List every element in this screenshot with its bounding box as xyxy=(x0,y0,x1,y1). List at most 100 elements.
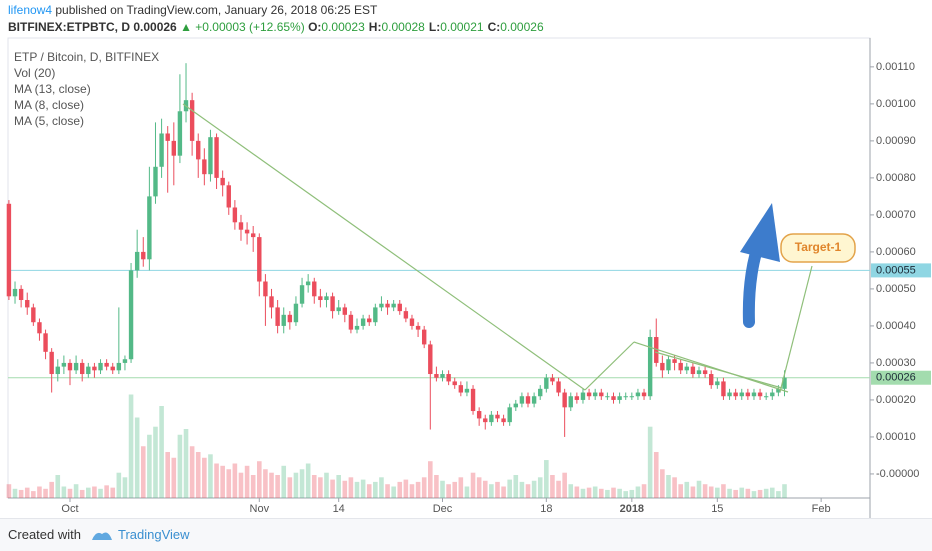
candle-body xyxy=(702,370,708,375)
volume-bar xyxy=(617,488,622,498)
candle-body xyxy=(336,307,341,312)
volume-bar xyxy=(275,475,280,498)
candle-body xyxy=(586,392,592,397)
candle-body xyxy=(159,133,164,167)
callout-text: Target-1 xyxy=(795,240,842,254)
y-tick-label: 0.00060 xyxy=(876,246,916,258)
y-tick-label: 0.00110 xyxy=(876,61,915,73)
candle-body xyxy=(550,377,555,382)
candle-body xyxy=(733,392,738,397)
volume-bar xyxy=(452,481,458,498)
candle-body xyxy=(116,362,122,371)
candle-body xyxy=(415,325,421,330)
volume-bar xyxy=(672,477,677,498)
volume-bar xyxy=(354,481,360,498)
candle-body xyxy=(666,359,671,371)
volume-bar xyxy=(660,469,665,498)
y-tick-label: 0.00030 xyxy=(876,357,916,369)
volume-bar xyxy=(12,488,18,498)
candle-body xyxy=(525,396,531,404)
author[interactable]: lifenow4 xyxy=(8,3,53,17)
candle-body xyxy=(122,359,128,363)
candle-body xyxy=(324,296,329,301)
volume-bar xyxy=(116,472,122,498)
volume-bar xyxy=(739,487,745,498)
candle-body xyxy=(574,396,580,400)
candle-body xyxy=(562,392,567,408)
y-tick-label: 0.00050 xyxy=(876,283,916,295)
x-tick-label: Oct xyxy=(61,503,78,515)
x-tick-label: 14 xyxy=(333,503,345,515)
volume-bar xyxy=(159,406,164,498)
volume-bar xyxy=(104,485,109,498)
volume-bar xyxy=(220,465,225,498)
volume-bar xyxy=(556,480,561,498)
candle-body xyxy=(12,288,18,297)
last-price: 0.00026 xyxy=(133,20,177,34)
created-with: Created with xyxy=(8,527,81,542)
candle-body xyxy=(275,307,280,326)
candle-body xyxy=(647,337,653,397)
candle-body xyxy=(440,374,445,378)
y-tick-label: 0.00040 xyxy=(876,320,916,332)
candle-body xyxy=(92,366,97,371)
volume-bar xyxy=(605,489,610,498)
candle-body xyxy=(544,377,549,389)
candle-body xyxy=(110,366,115,371)
candle-body xyxy=(611,396,616,400)
volume-bar xyxy=(183,429,189,498)
candle-body xyxy=(476,411,482,419)
chart-title: ETP / Bitcoin, D, BITFINEX xyxy=(14,50,160,64)
volume-bar xyxy=(324,472,329,498)
footer: Created with TradingView xyxy=(0,518,932,551)
volume-bar xyxy=(434,475,439,498)
volume-bar xyxy=(464,486,470,498)
candle-body xyxy=(428,344,433,375)
x-tick-label: 15 xyxy=(711,503,723,515)
volume-bar xyxy=(232,463,238,498)
candle-body xyxy=(556,381,561,393)
candle-body xyxy=(281,314,286,326)
candle-body xyxy=(489,414,494,423)
candle-body xyxy=(257,237,262,282)
candle-body xyxy=(226,185,231,208)
candle-body xyxy=(507,407,512,423)
volume-bar xyxy=(67,488,73,498)
volume-bar xyxy=(446,484,451,498)
volume-bar xyxy=(177,434,183,498)
candle-body xyxy=(721,381,726,397)
candle-body xyxy=(531,396,537,404)
volume-bar xyxy=(293,472,299,498)
candle-body xyxy=(495,414,500,419)
volume-bar xyxy=(537,477,543,498)
drawings xyxy=(182,103,813,393)
volume-bar xyxy=(311,475,317,498)
logo-shape xyxy=(92,532,112,540)
volume-bar xyxy=(653,452,659,498)
trend-line xyxy=(654,351,783,389)
candle-body xyxy=(293,303,299,323)
volume-bar xyxy=(409,484,415,498)
candle-body xyxy=(580,392,586,400)
indicator: MA (5, close) xyxy=(14,114,85,128)
volume-bar xyxy=(122,477,128,498)
volume-bar xyxy=(751,491,757,498)
candle-body xyxy=(37,322,42,334)
brand[interactable]: TradingView xyxy=(118,527,190,542)
volume-bar xyxy=(519,481,525,498)
volume-bar xyxy=(37,486,42,498)
candle-body xyxy=(18,288,24,301)
candle-body xyxy=(134,251,140,271)
candle-body xyxy=(434,374,439,378)
x-tick-label: 2018 xyxy=(620,503,644,515)
volume-bar xyxy=(226,469,232,498)
volume-bar xyxy=(73,484,79,498)
volume-bar xyxy=(250,475,256,498)
y-tick-label: 0.00010 xyxy=(876,431,916,443)
volume-bar xyxy=(513,475,519,498)
volume-bar xyxy=(366,484,372,498)
candle-body xyxy=(104,362,109,367)
candle-body xyxy=(147,196,152,260)
volume-bar xyxy=(568,484,574,498)
x-tick-label: Nov xyxy=(250,503,270,515)
